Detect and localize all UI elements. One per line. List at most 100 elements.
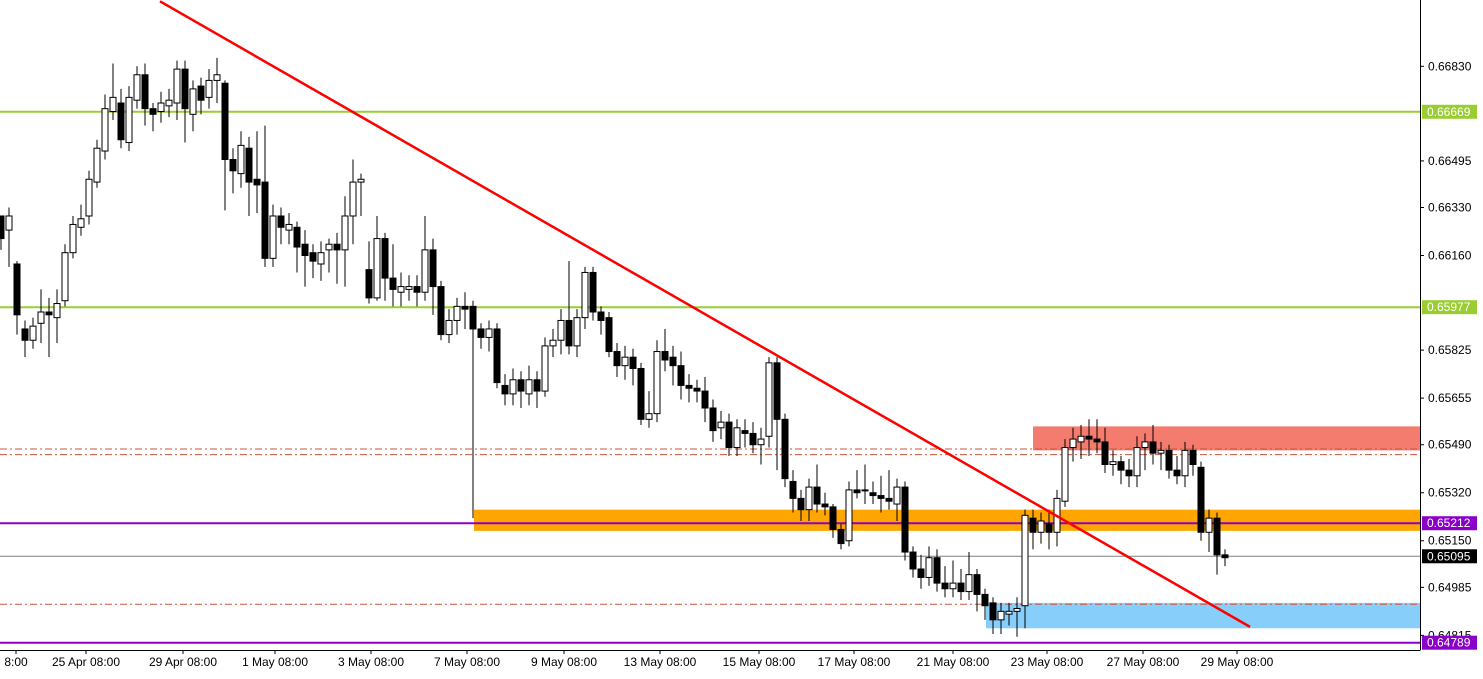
candle[interactable] (333, 232, 341, 284)
candle[interactable] (517, 371, 525, 409)
candle[interactable] (1045, 509, 1053, 550)
candle[interactable] (317, 241, 325, 281)
candle[interactable] (789, 470, 797, 513)
candle[interactable] (757, 427, 765, 465)
candle[interactable] (941, 566, 949, 598)
candle[interactable] (1085, 419, 1093, 457)
candle[interactable] (325, 238, 333, 273)
level-tag-purple[interactable] (1422, 635, 1477, 650)
candle[interactable] (773, 357, 781, 471)
candle[interactable] (973, 568, 981, 612)
candle[interactable] (1213, 512, 1221, 575)
candle[interactable] (373, 215, 381, 301)
candle[interactable] (461, 292, 469, 329)
candle[interactable] (45, 297, 53, 358)
candle[interactable] (445, 309, 453, 344)
candle[interactable] (1029, 509, 1037, 550)
candle[interactable] (901, 481, 909, 561)
candle[interactable] (269, 204, 277, 267)
candle[interactable] (997, 602, 1005, 634)
candle[interactable] (1197, 461, 1205, 541)
candle[interactable] (749, 422, 757, 454)
candle[interactable] (0, 215, 5, 250)
candle[interactable] (301, 230, 309, 287)
candle[interactable] (1061, 439, 1069, 507)
candle[interactable] (765, 357, 773, 448)
candle[interactable] (253, 131, 261, 214)
candle[interactable] (661, 328, 669, 372)
candle[interactable] (61, 244, 69, 307)
candle[interactable] (173, 60, 181, 120)
demand-zone[interactable] (986, 602, 1420, 629)
candle[interactable] (525, 365, 533, 406)
candle[interactable] (357, 173, 365, 216)
candle[interactable] (933, 549, 941, 592)
candle[interactable] (1037, 512, 1045, 544)
candle[interactable] (821, 492, 829, 516)
candle[interactable] (565, 261, 573, 355)
candle[interactable] (1141, 433, 1149, 471)
candle[interactable] (125, 86, 133, 152)
candle[interactable] (261, 125, 269, 267)
candle[interactable] (285, 213, 293, 245)
candle[interactable] (21, 320, 29, 358)
candle[interactable] (157, 91, 165, 123)
candle[interactable] (1181, 441, 1189, 488)
candle[interactable] (965, 552, 973, 601)
candle[interactable] (909, 546, 917, 578)
candle[interactable] (709, 399, 717, 442)
candle[interactable] (861, 464, 869, 505)
candle[interactable] (869, 481, 877, 505)
candle[interactable] (85, 170, 93, 225)
candle[interactable] (949, 560, 957, 598)
candle[interactable] (133, 66, 141, 109)
candle[interactable] (509, 368, 517, 406)
candle[interactable] (277, 207, 285, 245)
candle[interactable] (893, 478, 901, 521)
candle[interactable] (805, 478, 813, 521)
candle[interactable] (741, 419, 749, 448)
candle[interactable] (205, 69, 213, 109)
candle[interactable] (93, 139, 101, 188)
candle[interactable] (917, 554, 925, 589)
candle[interactable] (557, 309, 565, 355)
candle[interactable] (701, 376, 709, 423)
candle[interactable] (309, 244, 317, 279)
candle[interactable] (1013, 597, 1021, 637)
candle[interactable] (693, 379, 701, 403)
candle[interactable] (1133, 436, 1141, 488)
candle[interactable] (101, 94, 109, 160)
candle[interactable] (645, 391, 653, 428)
candle[interactable] (213, 57, 221, 104)
candle[interactable] (541, 337, 549, 397)
candle[interactable] (781, 413, 789, 488)
candle[interactable] (725, 413, 733, 457)
candle[interactable] (1069, 427, 1077, 462)
candle[interactable] (653, 340, 661, 423)
candle[interactable] (613, 343, 621, 377)
candle[interactable] (501, 374, 509, 406)
support-zone[interactable] (474, 509, 1420, 531)
candle[interactable] (53, 289, 61, 344)
candle[interactable] (1117, 456, 1125, 485)
candle[interactable] (605, 311, 613, 358)
candle[interactable] (165, 88, 173, 118)
candle[interactable] (957, 568, 965, 601)
candle[interactable] (69, 215, 77, 259)
candle[interactable] (477, 323, 485, 349)
candle[interactable] (1221, 549, 1229, 567)
candle[interactable] (1109, 450, 1117, 476)
candle[interactable] (5, 207, 13, 267)
candle[interactable] (109, 63, 117, 120)
candle[interactable] (37, 289, 45, 344)
candle[interactable] (1205, 509, 1213, 553)
candle[interactable] (149, 103, 157, 132)
candle[interactable] (597, 306, 605, 335)
candle[interactable] (237, 131, 245, 188)
level-tag-green[interactable] (1422, 300, 1477, 315)
candle[interactable] (469, 300, 477, 519)
candle[interactable] (1149, 424, 1157, 465)
candle[interactable] (349, 159, 357, 245)
candle[interactable] (989, 597, 997, 634)
